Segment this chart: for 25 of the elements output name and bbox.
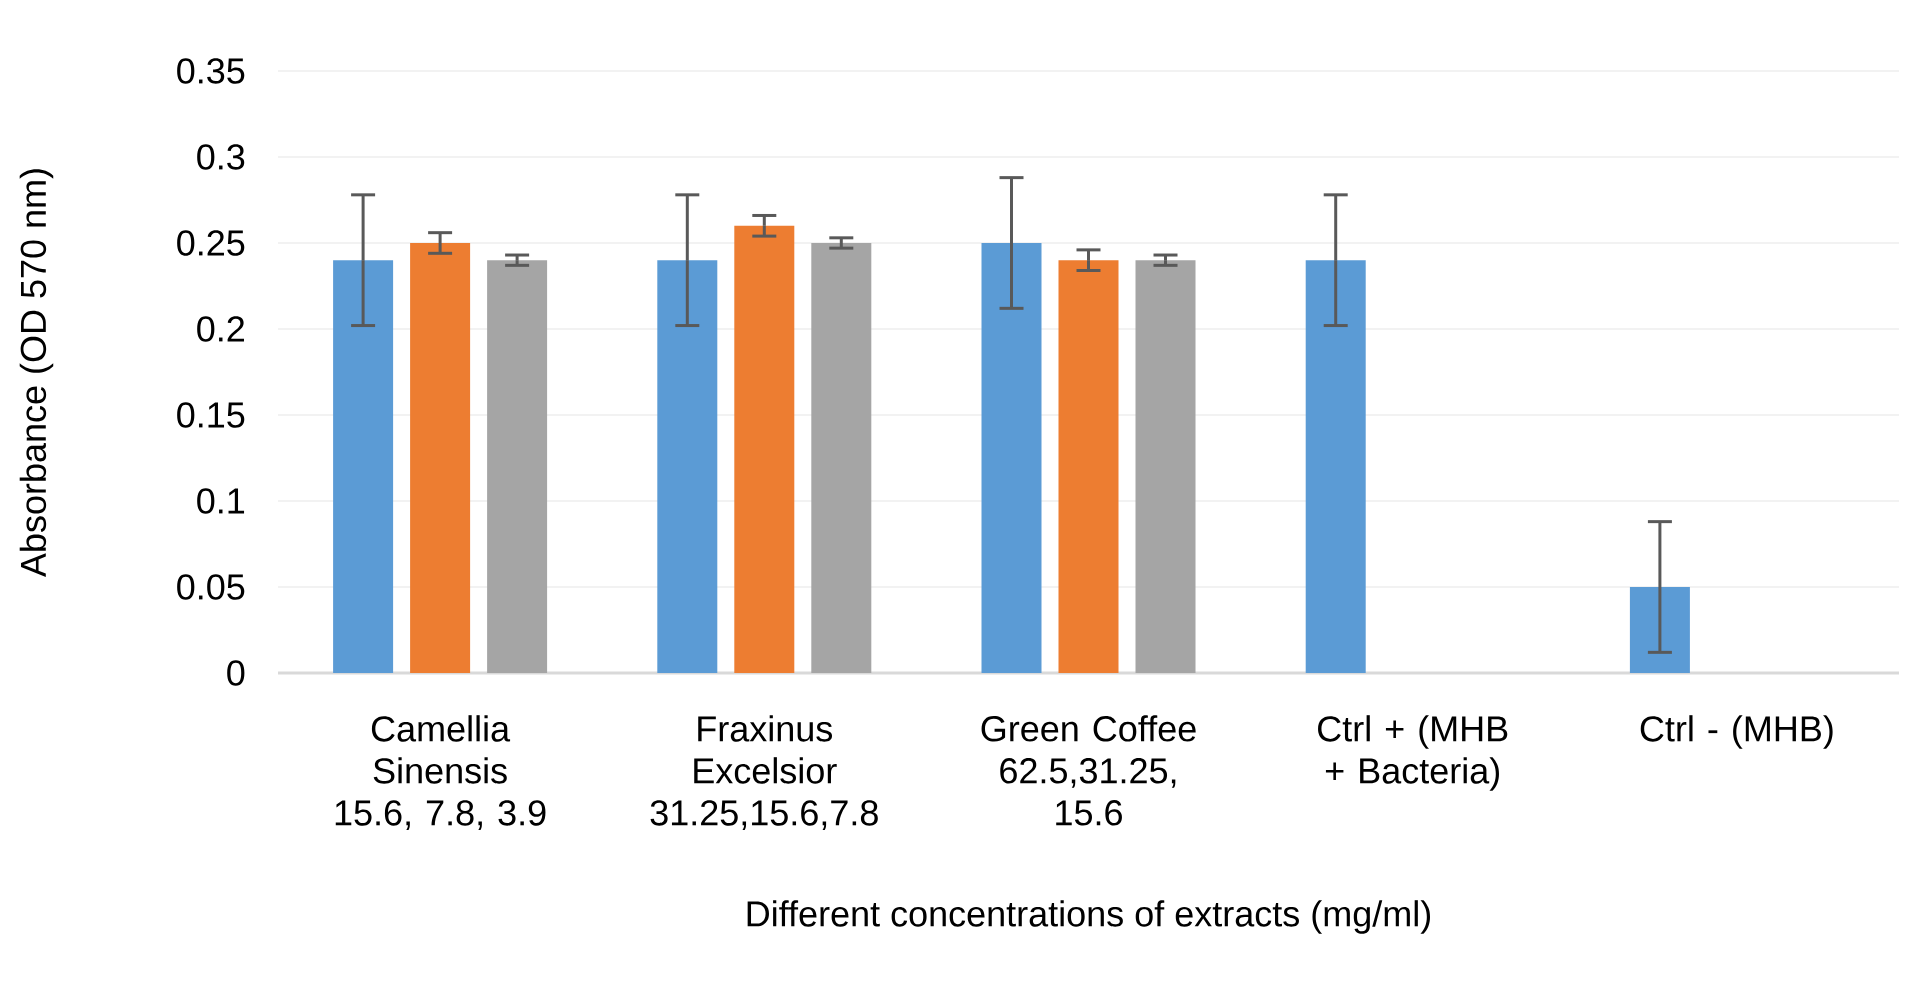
y-axis-title: Absorbance (OD 570 nm) — [19, 169, 54, 578]
bar — [410, 242, 471, 673]
x-tick-label: Ctrl + (MHB + Bacteria) — [1318, 715, 1508, 791]
y-tick-label: 0.2 — [197, 316, 244, 342]
x-tick-label: Fraxinus Excelsior 31.25,15.6,7.8 — [650, 715, 878, 830]
y-tick-label: 0.05 — [177, 574, 245, 600]
bar — [657, 260, 718, 673]
bar — [487, 260, 548, 673]
y-tick-label: 0.25 — [177, 230, 245, 256]
y-tick-label: 0.35 — [177, 58, 245, 84]
y-tick-label: 0 — [227, 660, 245, 686]
y-tick-label: 0.1 — [197, 488, 245, 514]
y-tick-label: 0.3 — [197, 144, 245, 170]
bar — [333, 260, 394, 673]
bar — [811, 242, 872, 673]
bar — [1305, 260, 1366, 673]
bar — [1135, 260, 1196, 673]
x-axis-title: Different concentrations of extracts (mg/ml) — [747, 900, 1430, 934]
x-tick-label: Ctrl - (MHB) — [1640, 715, 1833, 749]
x-tick-label: Camellia Sinensis 15.6, 7.8, 3.9 — [335, 715, 546, 830]
bar — [734, 225, 795, 673]
bar — [981, 242, 1042, 673]
x-tick-label: Green Coffee 62.5,31.25, 15.6 — [981, 715, 1196, 826]
y-tick-label: 0.15 — [177, 402, 245, 428]
bar — [1058, 260, 1119, 673]
